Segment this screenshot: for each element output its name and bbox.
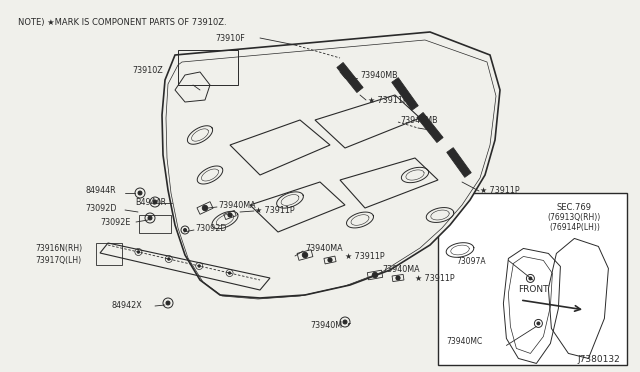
Circle shape xyxy=(166,301,170,305)
Polygon shape xyxy=(162,32,500,298)
Polygon shape xyxy=(392,78,419,110)
Text: NOTE) ★MARK IS COMPONENT PARTS OF 73910Z.: NOTE) ★MARK IS COMPONENT PARTS OF 73910Z… xyxy=(18,18,227,27)
Text: 84944R: 84944R xyxy=(85,186,116,195)
Text: ★ 73911P: ★ 73911P xyxy=(255,205,294,215)
Circle shape xyxy=(198,265,200,267)
Text: 73940MA: 73940MA xyxy=(218,201,255,209)
Bar xyxy=(178,50,238,85)
Text: SEC.769: SEC.769 xyxy=(557,203,592,212)
Polygon shape xyxy=(447,148,471,177)
Bar xyxy=(438,193,627,365)
Text: 73940MC: 73940MC xyxy=(447,337,483,346)
Text: 73940M: 73940M xyxy=(310,321,342,330)
Circle shape xyxy=(138,191,142,195)
Text: 73940MB: 73940MB xyxy=(400,115,438,125)
Circle shape xyxy=(228,272,231,274)
Text: 73910F: 73910F xyxy=(215,33,244,42)
Circle shape xyxy=(137,251,140,253)
Circle shape xyxy=(228,213,232,217)
Text: 73092D: 73092D xyxy=(85,203,116,212)
Text: J7380132: J7380132 xyxy=(577,356,620,365)
Circle shape xyxy=(153,200,157,204)
Circle shape xyxy=(537,322,540,325)
Polygon shape xyxy=(337,62,363,93)
Text: 73092E: 73092E xyxy=(100,218,131,227)
Text: 73097A: 73097A xyxy=(456,257,486,266)
Text: ★ 73911P: ★ 73911P xyxy=(415,273,454,282)
Text: ★ 73911P: ★ 73911P xyxy=(480,186,520,195)
Circle shape xyxy=(302,252,308,258)
Bar xyxy=(139,215,171,233)
Circle shape xyxy=(202,205,208,211)
Bar xyxy=(96,243,122,265)
Circle shape xyxy=(372,272,378,278)
Circle shape xyxy=(148,216,152,220)
Text: FRONT: FRONT xyxy=(518,285,548,295)
Text: B4944R: B4944R xyxy=(135,198,166,206)
Text: (76914P(LH)): (76914P(LH)) xyxy=(549,223,600,232)
Circle shape xyxy=(529,277,532,280)
Circle shape xyxy=(343,320,347,324)
Circle shape xyxy=(168,258,170,260)
Text: 73092D: 73092D xyxy=(195,224,227,232)
Polygon shape xyxy=(417,112,443,142)
Text: (76913Q(RH)): (76913Q(RH)) xyxy=(548,213,601,222)
Text: 73910Z: 73910Z xyxy=(132,65,163,74)
Circle shape xyxy=(184,228,186,231)
Text: 73940MA: 73940MA xyxy=(382,266,420,275)
Text: 73916N(RH): 73916N(RH) xyxy=(35,244,82,253)
Text: 84942X: 84942X xyxy=(112,301,143,310)
Circle shape xyxy=(328,258,332,262)
Text: 73940MB: 73940MB xyxy=(360,71,397,80)
Text: ★ 73911P: ★ 73911P xyxy=(345,251,385,260)
Text: 73940MA: 73940MA xyxy=(305,244,342,253)
Text: ★ 73911P: ★ 73911P xyxy=(368,96,408,105)
Circle shape xyxy=(396,276,400,280)
Text: 73917Q(LH): 73917Q(LH) xyxy=(35,256,81,264)
